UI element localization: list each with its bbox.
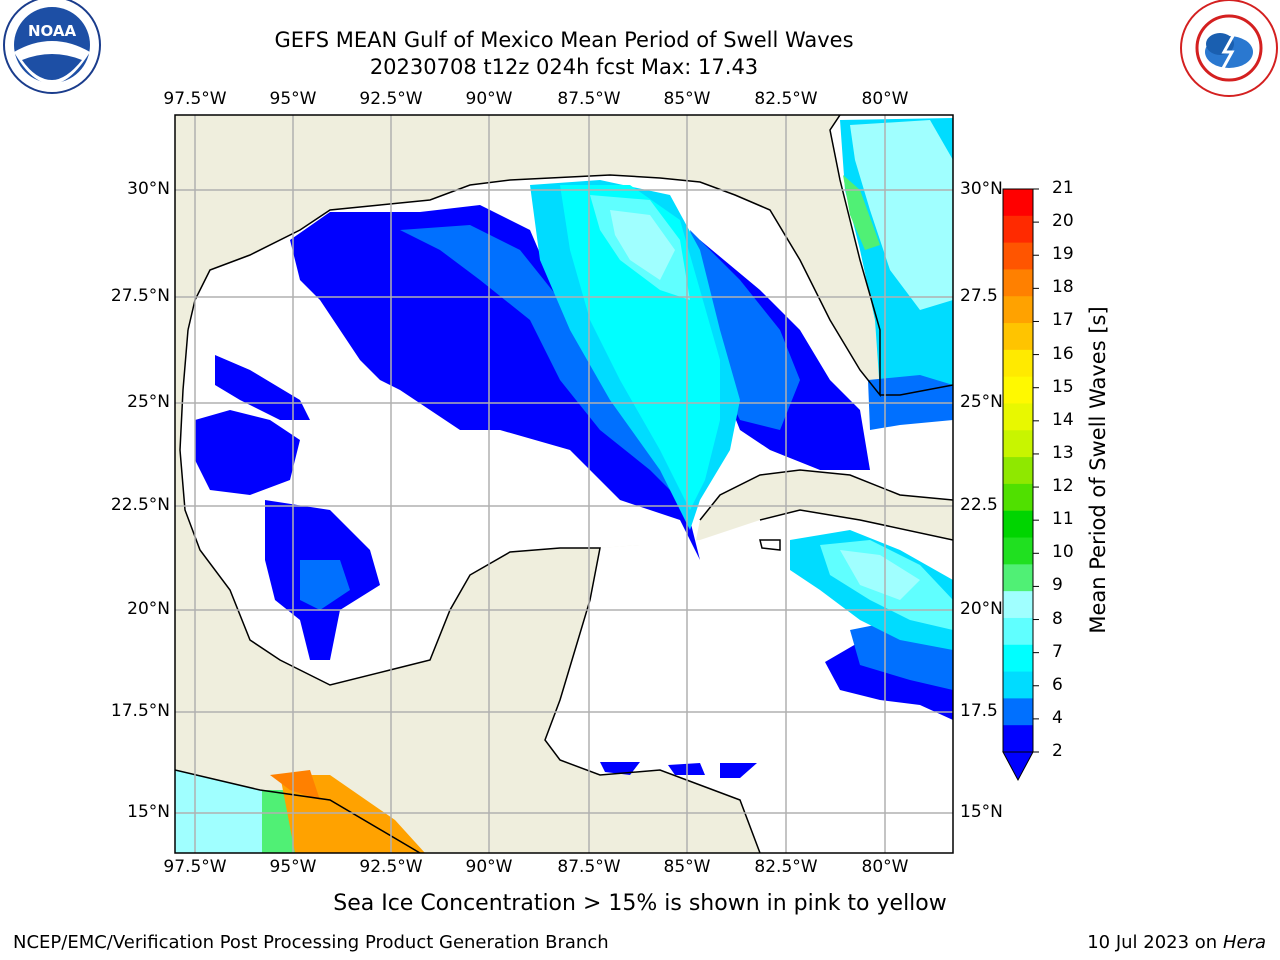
- lat-tick-right: 20°N: [960, 599, 1003, 619]
- colorbar-tick-label: 6: [1052, 674, 1063, 695]
- colorbar-segment: [1003, 376, 1033, 404]
- title-line2: 20230708 t12z 024h fcst Max: 17.43: [369, 55, 759, 79]
- colorbar-segment: [1003, 189, 1033, 217]
- colorbar-segment: [1003, 510, 1033, 539]
- svg-text:NOAA: NOAA: [28, 22, 77, 40]
- colorbar-tick-label: 9: [1052, 575, 1063, 596]
- lon-tick-bottom: 82.5°W: [754, 857, 818, 877]
- colorbar-tick-label: 19: [1052, 244, 1074, 265]
- lon-tick-bottom: 85°W: [663, 857, 711, 877]
- sea-ice-note: Sea Ice Concentration > 15% is shown in …: [333, 891, 947, 916]
- colorbar-segment: [1003, 564, 1033, 592]
- colorbar-segment: [1003, 403, 1033, 431]
- colorbar-tick-label: 4: [1052, 707, 1063, 728]
- lon-tick-top: 80°W: [861, 89, 909, 109]
- lat-tick-left: 22.5°N: [110, 495, 170, 515]
- footer-right: 10 Jul 2023 on Hera: [1087, 932, 1266, 953]
- colorbar-tick-label: 18: [1052, 277, 1074, 298]
- colorbar-segment: [1003, 725, 1033, 753]
- lat-tick-left: 15°N: [127, 802, 170, 822]
- lat-tick-left: 27.5°N: [110, 286, 170, 306]
- colorbar-segment: [1003, 296, 1033, 324]
- lat-tick-right: 27.5: [960, 286, 998, 306]
- colorbar-extend-arrow: [1002, 751, 1034, 782]
- lon-tick-top: 97.5°W: [163, 89, 227, 109]
- lon-tick-bottom: 97.5°W: [163, 857, 227, 877]
- colorbar-tick-label: 12: [1052, 476, 1074, 497]
- lat-tick-right: 22.5: [960, 495, 998, 515]
- footer-host: Hera: [1222, 932, 1266, 953]
- coastline: [175, 115, 953, 853]
- lon-tick-top: 82.5°W: [754, 89, 818, 109]
- colorbar-tick-label: 17: [1052, 310, 1074, 331]
- colorbar-tick-label: 10: [1052, 542, 1074, 563]
- colorbar-segment: [1003, 698, 1033, 726]
- colorbar: [1003, 188, 1039, 753]
- colorbar-segment: [1003, 349, 1033, 378]
- title-line1: GEFS MEAN Gulf of Mexico Mean Period of …: [274, 28, 854, 52]
- lon-tick-top: 90°W: [465, 89, 513, 109]
- lat-tick-left: 30°N: [127, 179, 170, 199]
- lon-tick-bottom: 87.5°W: [557, 857, 621, 877]
- map-frame: [174, 114, 954, 854]
- colorbar-tick-label: 8: [1052, 608, 1063, 629]
- lon-tick-top: 85°W: [663, 89, 711, 109]
- lat-tick-left: 20°N: [127, 599, 170, 619]
- colorbar-segment: [1003, 430, 1033, 458]
- colorbar-tick-label: 14: [1052, 409, 1074, 430]
- lat-tick-left: 17.5°N: [110, 701, 170, 721]
- colorbar-segment: [1003, 644, 1033, 673]
- colorbar-tick-label: 2: [1052, 741, 1063, 761]
- colorbar-segment: [1003, 617, 1033, 646]
- colorbar-segment: [1003, 269, 1033, 297]
- footer-left: NCEP/EMC/Verification Post Processing Pr…: [13, 932, 609, 953]
- colorbar-tick-label: 16: [1052, 343, 1074, 364]
- colorbar-segment: [1003, 483, 1033, 512]
- lat-tick-right: 15°N: [960, 802, 1003, 822]
- colorbar-tick-label: 7: [1052, 641, 1063, 662]
- lon-tick-bottom: 95°W: [269, 857, 317, 877]
- lon-tick-bottom: 90°W: [465, 857, 513, 877]
- colorbar-label: Mean Period of Swell Waves [s]: [1086, 306, 1110, 634]
- lat-tick-left: 25°N: [127, 392, 170, 412]
- footer-date: 10 Jul 2023 on: [1087, 932, 1223, 953]
- lat-tick-right: 30°N: [960, 179, 1003, 199]
- lon-tick-top: 95°W: [269, 89, 317, 109]
- colorbar-tick-label: 15: [1052, 376, 1074, 397]
- colorbar-segment: [1003, 323, 1033, 351]
- colorbar-segment: [1003, 215, 1033, 244]
- nws-logo: [1180, 0, 1278, 97]
- colorbar-tick-label: 20: [1052, 211, 1074, 232]
- noaa-logo: NOAA: [3, 0, 101, 94]
- colorbar-tick-label: 21: [1052, 178, 1074, 198]
- colorbar-segment: [1003, 242, 1033, 270]
- lon-tick-bottom: 92.5°W: [359, 857, 423, 877]
- colorbar-tick-label: 11: [1052, 509, 1074, 530]
- map-area: [175, 115, 953, 853]
- lon-tick-top: 92.5°W: [359, 89, 423, 109]
- lat-tick-right: 25°N: [960, 392, 1003, 412]
- colorbar-segment: [1003, 457, 1033, 485]
- lon-tick-bottom: 80°W: [861, 857, 909, 877]
- colorbar-tick-label: 13: [1052, 442, 1074, 463]
- lon-tick-top: 87.5°W: [557, 89, 621, 109]
- gridlines: [175, 115, 953, 853]
- lat-tick-right: 17.5: [960, 701, 998, 721]
- colorbar-segment: [1003, 671, 1033, 699]
- colorbar-segment: [1003, 591, 1033, 619]
- colorbar-frame: [1002, 188, 1034, 753]
- colorbar-segment: [1003, 537, 1033, 565]
